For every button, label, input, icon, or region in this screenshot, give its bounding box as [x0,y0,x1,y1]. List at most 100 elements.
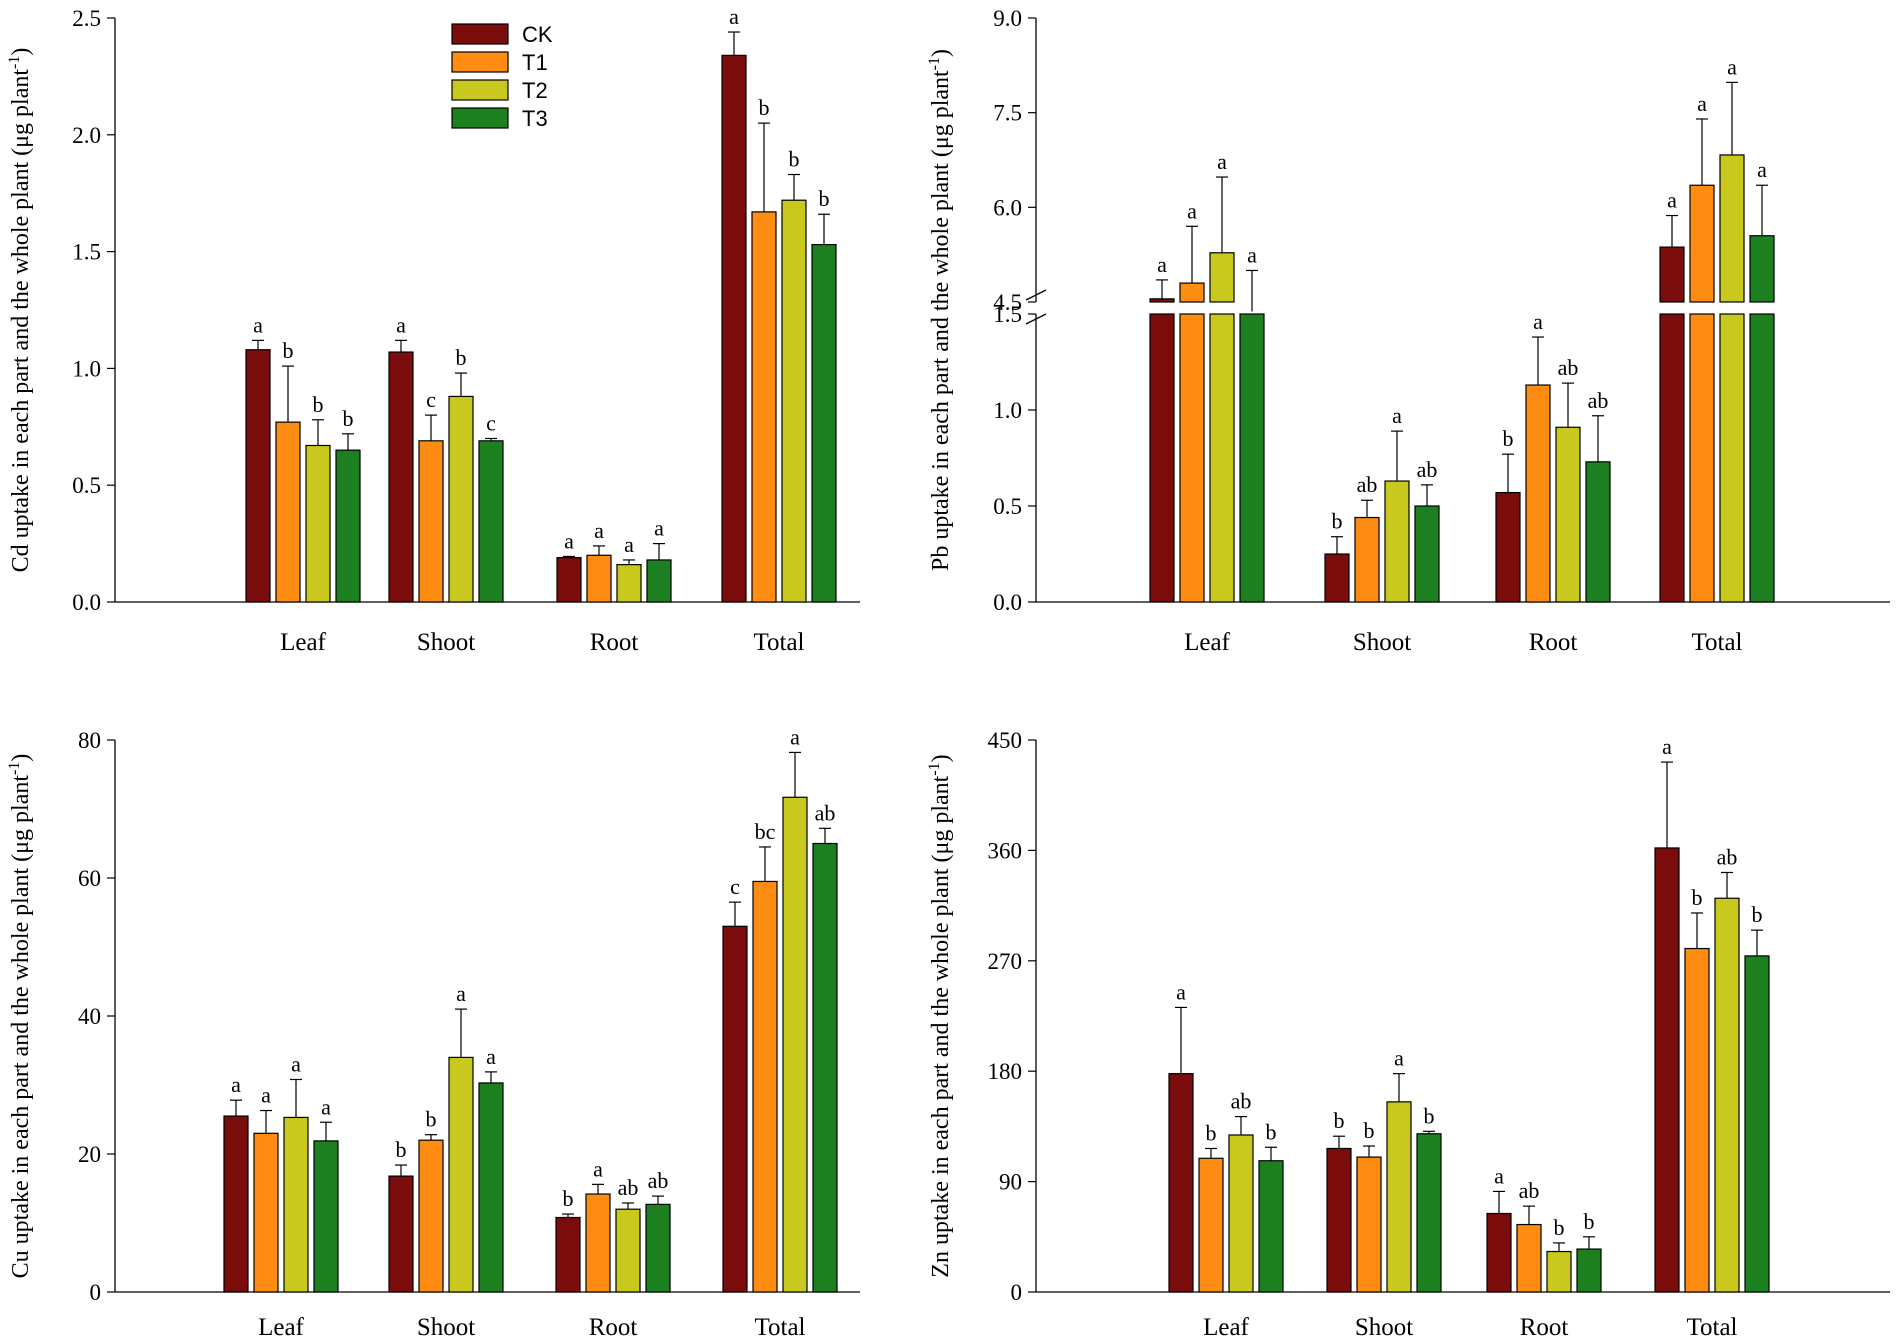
x-tick-label: Shoot [417,1314,475,1340]
bar-T3-shoot [1414,505,1440,603]
significance-label: a [1494,1163,1504,1188]
y-axis-label: Zn uptake in each part and the whole pla… [926,754,954,1277]
bar-T2-shoot [1386,1101,1412,1293]
significance-label: b [456,345,467,370]
significance-label: c [730,874,740,899]
bar-T2-leaf-lower [1209,313,1235,603]
bar-CK-total [721,54,747,603]
bar-T1-shoot [1356,1156,1382,1293]
bar-T2-total [1719,154,1745,303]
x-tick-label: Leaf [280,629,326,656]
y-tick-label: 0 [90,1280,102,1305]
legend-swatch-t3 [451,107,509,129]
chart-panel-4: 0 90 180 270 360 450 Zn uptake in each part an… [926,728,1890,1340]
y-axis-label: Cd uptake in each part and the whole pla… [6,48,34,573]
x-tick-label: Shoot [1355,1314,1413,1340]
significance-label: b [1692,885,1703,910]
bar-T1-leaf [1179,282,1205,303]
bar-T2-root [1555,426,1581,603]
significance-label: a [321,1094,331,1119]
bar-T1-root [586,554,612,603]
significance-label: b [396,1137,407,1162]
bar-T2-total [781,199,807,603]
y-tick-label: 0.0 [72,590,101,615]
bar-T3-total [811,243,837,603]
x-tick-label: Shoot [417,629,475,656]
y-tick-label: 0.5 [72,473,101,498]
chart-panel-2: 0.0 0.5 1.0 1.54.5 6.0 7.5 9.0 Pb uptake in eac… [926,6,1890,656]
significance-label: ab [1231,1089,1252,1114]
significance-label: b [283,338,294,363]
bar-T1-shoot [418,440,444,603]
significance-label: a [790,724,800,749]
bar-CK-leaf-lower [1149,313,1175,603]
significance-label: a [486,1044,496,1069]
y-tick-label: 9.0 [993,6,1022,31]
y-tick-label: 0.0 [993,590,1022,615]
bar-T3-root [645,1203,671,1293]
bar-T1-root [585,1193,611,1293]
bar-CK-shoot [388,1175,414,1293]
significance-label: ab [815,800,836,825]
bar-T3-leaf [313,1140,339,1293]
bar-CK-shoot [1326,1147,1352,1293]
bar-T1-leaf-lower [1179,313,1205,603]
significance-label: b [313,392,324,417]
bar-CK-leaf [245,349,271,603]
bar-T2-total [1714,897,1740,1293]
bar-T1-total [1689,184,1715,303]
y-tick-label: 180 [988,1059,1023,1084]
significance-label: a [1392,403,1402,428]
significance-label: a [396,312,406,337]
y-tick-label: 1.0 [72,356,101,381]
significance-label: ab [1717,844,1738,869]
significance-label: ab [1519,1178,1540,1203]
significance-label: b [426,1107,437,1132]
significance-label: a [1662,734,1672,759]
y-tick-label: 6.0 [993,195,1022,220]
x-tick-label: Total [754,1314,805,1340]
bar-CK-root [556,557,582,603]
significance-label: b [1584,1209,1595,1234]
bar-T1-total-lower [1689,313,1715,603]
bar-T3-root [1576,1248,1602,1293]
x-tick-label: Root [590,629,639,656]
y-tick-label: 2.5 [72,6,101,31]
significance-label: b [1334,1108,1345,1133]
y-axis-label: Cu uptake in each part and the whole pla… [6,754,34,1279]
significance-label: ab [1357,472,1378,497]
bar-CK-shoot [1324,553,1350,603]
x-tick-label: Total [1686,1314,1737,1340]
bar-T1-shoot [1354,516,1380,603]
significance-label: ab [1417,457,1438,482]
significance-label: a [1727,54,1737,79]
significance-label: b [819,186,830,211]
bar-CK-root [1486,1212,1512,1293]
significance-label: ab [618,1175,639,1200]
significance-label: b [1424,1103,1435,1128]
bar-T2-shoot [1384,480,1410,603]
bar-T3-total [1744,955,1770,1293]
significance-label: b [759,95,770,120]
significance-label: b [1206,1120,1217,1145]
x-tick-label: Root [589,1314,638,1340]
significance-label: c [426,387,436,412]
bar-CK-root [555,1216,581,1293]
bar-T2-shoot [448,395,474,603]
bar-T3-shoot [1416,1133,1442,1293]
significance-label: a [1533,309,1543,334]
bar-T1-leaf [253,1132,279,1293]
significance-label: a [253,312,263,337]
axis-break-gap [1030,302,1042,314]
bar-T3-leaf [1258,1160,1284,1293]
legend-label-t2: T2 [522,78,548,103]
bar-CK-root [1495,491,1521,603]
x-tick-label: Total [753,629,804,656]
y-tick-label: 0.5 [993,494,1022,519]
significance-label: a [1157,252,1167,277]
significance-label: c [486,410,496,435]
significance-label: a [1757,157,1767,182]
y-tick-label: 20 [78,1142,101,1167]
bar-T1-root [1525,384,1551,603]
significance-label: a [1247,242,1257,267]
